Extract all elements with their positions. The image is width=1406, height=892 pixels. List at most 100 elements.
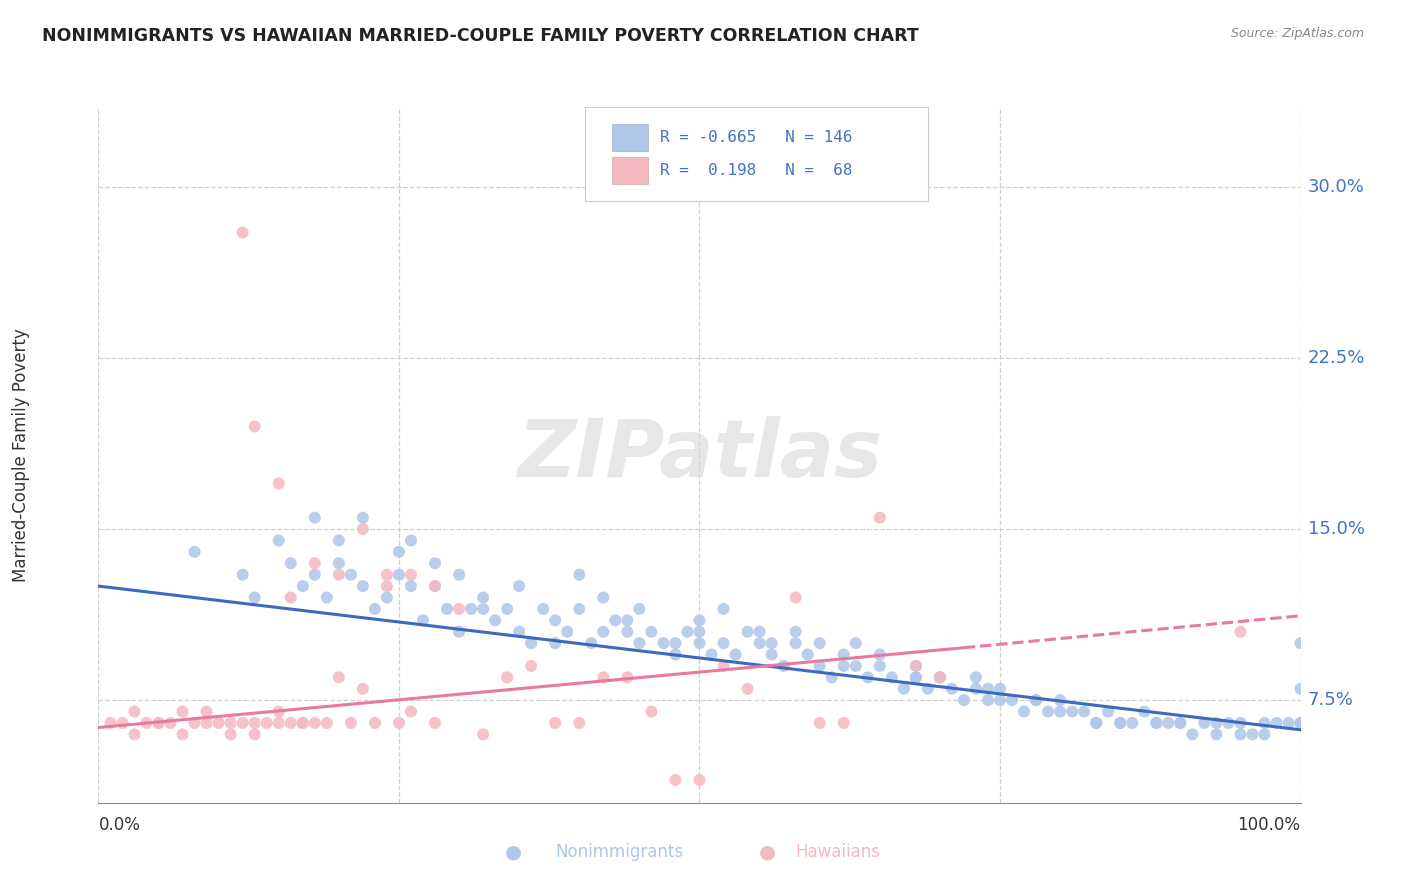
Point <box>304 556 326 570</box>
Point <box>808 659 831 673</box>
Text: R =  0.198   N =  68: R = 0.198 N = 68 <box>659 163 852 178</box>
Point <box>724 648 747 662</box>
Point <box>328 533 350 548</box>
Point <box>531 602 554 616</box>
Point <box>988 681 1011 696</box>
Point <box>388 567 411 582</box>
Point <box>616 624 638 639</box>
Point <box>243 591 266 605</box>
Point <box>447 624 470 639</box>
Point <box>941 681 963 696</box>
Point <box>172 727 194 741</box>
Point <box>447 567 470 582</box>
Point <box>315 715 337 730</box>
Point <box>352 510 374 524</box>
Point <box>821 670 844 684</box>
Point <box>544 613 567 627</box>
Point <box>328 670 350 684</box>
Point <box>219 715 242 730</box>
Point <box>1241 727 1264 741</box>
Point <box>423 556 446 570</box>
Text: Nonimmigrants: Nonimmigrants <box>555 843 683 861</box>
Point <box>737 681 759 696</box>
Point <box>280 715 302 730</box>
Point <box>965 681 987 696</box>
Point <box>304 510 326 524</box>
Text: 7.5%: 7.5% <box>1308 691 1354 709</box>
Point <box>232 567 254 582</box>
Point <box>893 681 915 696</box>
Point <box>280 556 302 570</box>
Point <box>111 715 134 730</box>
Point <box>1025 693 1047 707</box>
Point <box>988 693 1011 707</box>
Text: Source: ZipAtlas.com: Source: ZipAtlas.com <box>1230 27 1364 40</box>
Point <box>1229 624 1251 639</box>
Point <box>761 636 783 650</box>
Point <box>364 715 387 730</box>
Point <box>219 727 242 741</box>
Point <box>243 419 266 434</box>
Point <box>664 648 686 662</box>
Point <box>748 624 770 639</box>
Point <box>1012 705 1035 719</box>
Point <box>845 636 868 650</box>
Point <box>1025 693 1047 707</box>
Point <box>520 659 543 673</box>
Point <box>592 624 614 639</box>
Point <box>195 715 218 730</box>
Point <box>135 715 157 730</box>
Point <box>832 659 855 673</box>
Point <box>267 533 290 548</box>
Point <box>267 715 290 730</box>
Point <box>195 705 218 719</box>
Point <box>159 715 181 730</box>
Point <box>772 659 794 673</box>
Point <box>1289 715 1312 730</box>
Text: 15.0%: 15.0% <box>1308 520 1365 538</box>
Point <box>1144 715 1167 730</box>
Point <box>1073 705 1095 719</box>
Point <box>124 727 146 741</box>
Point <box>917 681 939 696</box>
FancyBboxPatch shape <box>612 157 648 184</box>
Point <box>352 522 374 536</box>
Text: 30.0%: 30.0% <box>1308 178 1364 196</box>
Point <box>628 636 651 650</box>
Point <box>1133 705 1156 719</box>
Point <box>232 715 254 730</box>
Text: Married-Couple Family Poverty: Married-Couple Family Poverty <box>13 328 30 582</box>
Point <box>1289 715 1312 730</box>
Point <box>1144 715 1167 730</box>
Point <box>364 602 387 616</box>
Point <box>447 602 470 616</box>
Point <box>267 476 290 491</box>
Point <box>555 624 578 639</box>
Point <box>688 613 710 627</box>
Point <box>1049 693 1071 707</box>
Point <box>977 693 1000 707</box>
Text: ●: ● <box>759 842 776 862</box>
Text: 22.5%: 22.5% <box>1308 349 1365 367</box>
Point <box>796 648 818 662</box>
Point <box>761 648 783 662</box>
Point <box>304 715 326 730</box>
Point <box>496 670 519 684</box>
Point <box>388 715 411 730</box>
Point <box>375 579 398 593</box>
Point <box>423 579 446 593</box>
Point <box>1194 715 1216 730</box>
Point <box>1001 693 1024 707</box>
Point <box>484 613 506 627</box>
Point <box>880 670 903 684</box>
Point <box>172 705 194 719</box>
Point <box>808 715 831 730</box>
Point <box>664 636 686 650</box>
Point <box>291 715 314 730</box>
Point <box>148 715 170 730</box>
Point <box>928 670 950 684</box>
Point <box>785 591 807 605</box>
Point <box>315 591 337 605</box>
Point <box>748 636 770 650</box>
Point <box>904 670 927 684</box>
